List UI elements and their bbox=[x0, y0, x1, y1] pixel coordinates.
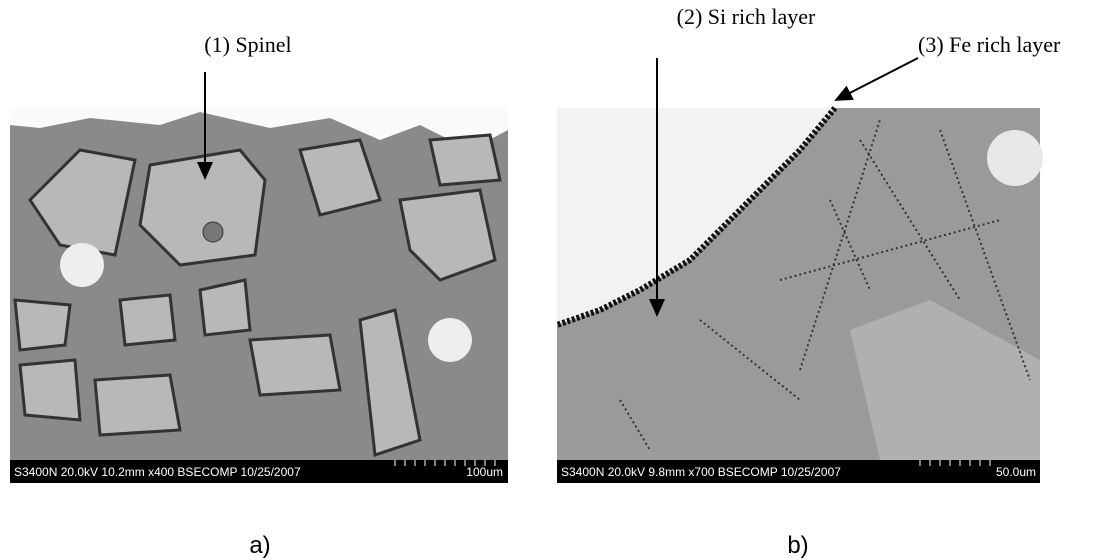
annotation: (3) Fe rich layer bbox=[918, 32, 1061, 57]
micrograph-b: S3400N 20.0kV 9.8mm x700 BSECOMP 10/25/2… bbox=[557, 108, 1043, 483]
scale-bar-label: 50.0um bbox=[996, 465, 1036, 479]
arrow bbox=[836, 58, 918, 100]
annotation: (2) Si rich layer bbox=[677, 4, 816, 29]
micrograph-a: S3400N 20.0kV 10.2mm x400 BSECOMP 10/25/… bbox=[10, 108, 508, 483]
info-bar: S3400N 20.0kV 10.2mm x400 BSECOMP 10/25/… bbox=[14, 465, 301, 479]
caption: b) bbox=[787, 532, 808, 559]
figure: S3400N 20.0kV 10.2mm x400 BSECOMP 10/25/… bbox=[0, 0, 1105, 560]
caption: a) bbox=[249, 532, 270, 559]
info-bar: S3400N 20.0kV 9.8mm x700 BSECOMP 10/25/2… bbox=[561, 465, 841, 479]
annotation: (1) Spinel bbox=[204, 32, 291, 57]
scale-bar-label: 100um bbox=[466, 465, 503, 479]
